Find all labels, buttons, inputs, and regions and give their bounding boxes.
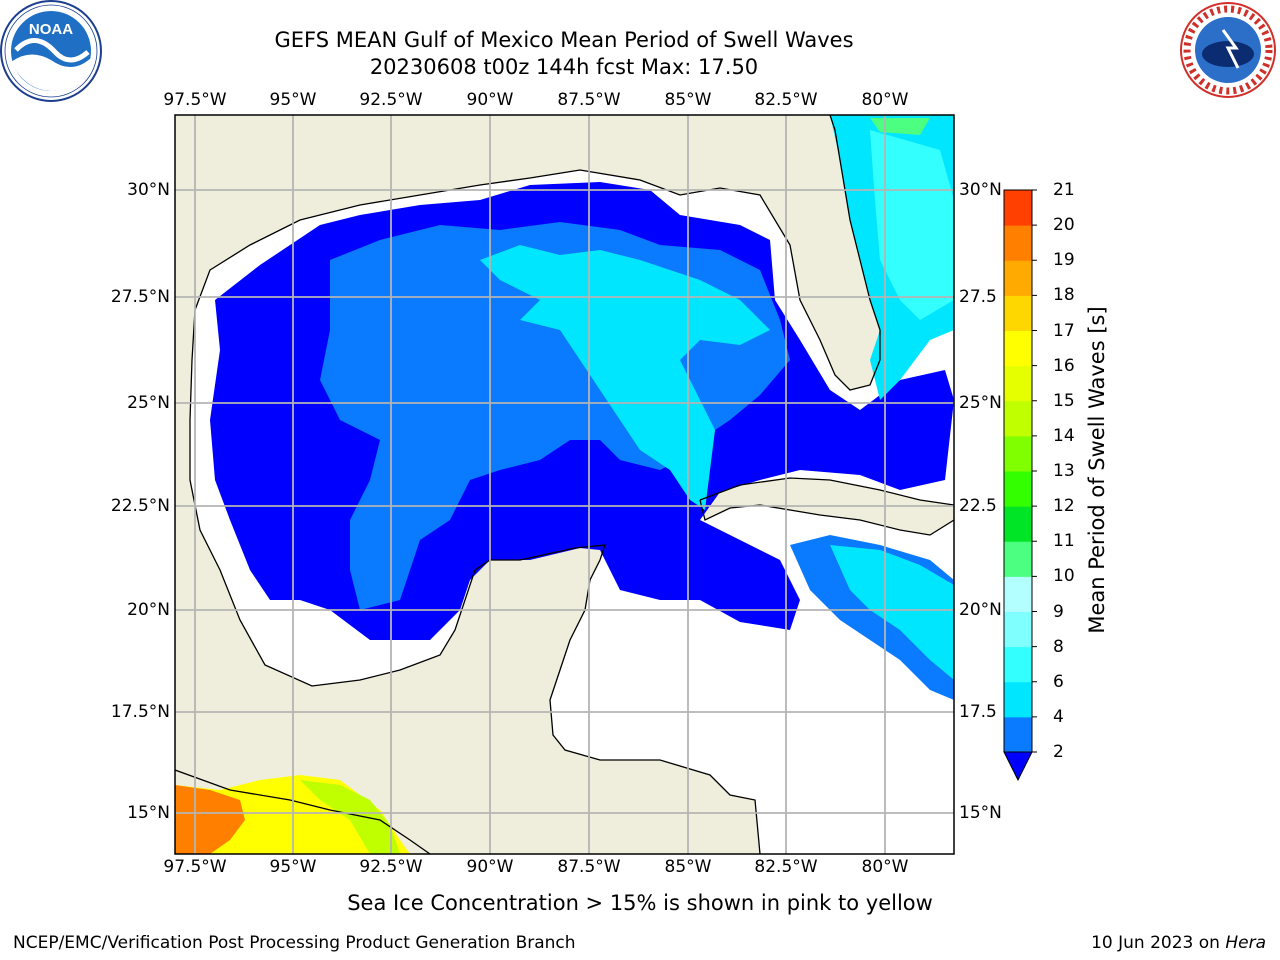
colorbar-segment-16 xyxy=(1004,190,1032,226)
lat-label-right-6: 17.5 xyxy=(959,702,997,722)
coastline-1 xyxy=(189,115,881,854)
colorbar-tick-16: 20 xyxy=(1053,215,1075,236)
colorbar-segment-9 xyxy=(1004,435,1032,472)
lon-label-top-5: 87.5°W xyxy=(557,90,621,110)
lat-label-right-2: 27.5 xyxy=(959,287,997,307)
lon-label-top-3: 92.5°W xyxy=(359,90,423,110)
lon-label-bottom-6: 85°W xyxy=(664,857,712,877)
footer-timestamp: 10 Jun 2023 on Hera xyxy=(1091,933,1266,953)
map-title: GEFS MEAN Gulf of Mexico Mean Period of … xyxy=(274,28,854,52)
map-panel xyxy=(174,114,955,855)
colorbar-tick-9: 13 xyxy=(1053,461,1075,481)
lat-label-right-1: 30°N xyxy=(959,180,1002,200)
lon-label-top-6: 85°W xyxy=(664,90,712,110)
colorbar-label: Mean Period of Swell Waves [s] xyxy=(1085,306,1109,634)
lat-label-right-5: 20°N xyxy=(959,600,1002,620)
lat-label-left-3: 25°N xyxy=(127,393,170,413)
colorbar-segment-13 xyxy=(1004,295,1032,331)
lat-label-left-1: 30°N xyxy=(127,180,170,200)
lon-label-bottom-2: 95°W xyxy=(269,857,317,877)
lon-label-bottom-7: 82.5°W xyxy=(754,857,818,877)
map-frame xyxy=(174,114,955,855)
colorbar-tick-12: 16 xyxy=(1053,355,1075,376)
footer-credit: NCEP/EMC/Verification Post Processing Pr… xyxy=(13,933,576,953)
colorbar-tick-17: 21 xyxy=(1053,180,1075,200)
lat-label-left-2: 27.5°N xyxy=(110,287,170,307)
lon-label-bottom-5: 87.5°W xyxy=(557,857,621,877)
svg-text:NOAA: NOAA xyxy=(29,21,73,38)
colorbar-tick-2: 4 xyxy=(1053,706,1064,727)
colorbar-tick-1: 2 xyxy=(1053,742,1064,762)
pacific-orange-region xyxy=(175,785,245,854)
footer-host: Hera xyxy=(1225,933,1266,953)
lon-label-top-2: 95°W xyxy=(269,90,317,110)
swell-4-6s xyxy=(480,245,770,510)
colorbar-segment-7 xyxy=(1004,506,1032,542)
colorbar-segment-6 xyxy=(1004,541,1032,577)
lon-label-top-7: 82.5°W xyxy=(754,90,818,110)
colorbar-tick-8: 12 xyxy=(1053,496,1075,517)
lon-label-top-8: 80°W xyxy=(861,90,909,110)
colorbar-extend-min xyxy=(1003,751,1033,782)
colorbar-tick-7: 11 xyxy=(1053,531,1075,552)
sea-ice-note: Sea Ice Concentration > 15% is shown in … xyxy=(347,891,933,915)
colorbar-segment-5 xyxy=(1004,576,1032,612)
coastline-3 xyxy=(175,769,431,854)
colorbar-tick-10: 14 xyxy=(1053,425,1075,446)
map-content xyxy=(175,115,954,854)
lon-label-bottom-4: 90°W xyxy=(466,857,514,877)
lat-label-left-4: 22.5°N xyxy=(110,496,170,516)
colorbar-tick-11: 15 xyxy=(1053,390,1075,411)
lat-label-left-7: 15°N xyxy=(127,803,170,823)
colorbar-segment-12 xyxy=(1004,330,1032,367)
colorbar-tick-15: 19 xyxy=(1053,250,1075,271)
colorbar-tick-5: 9 xyxy=(1053,601,1064,622)
coastline-2 xyxy=(699,477,954,536)
colorbar-segment-10 xyxy=(1004,400,1032,437)
atlantic-swell-6-8s xyxy=(870,130,954,320)
colorbar-segment-15 xyxy=(1004,225,1032,261)
lat-label-right-4: 22.5 xyxy=(959,496,997,516)
colorbar-segment-14 xyxy=(1004,260,1032,296)
caribbean-swell-4-6s xyxy=(830,545,954,680)
colorbar-segment-2 xyxy=(1004,681,1032,718)
lon-label-bottom-1: 97.5°W xyxy=(163,857,227,877)
lon-label-bottom-8: 80°W xyxy=(861,857,909,877)
lon-label-bottom-3: 92.5°W xyxy=(359,857,423,877)
lon-label-top-4: 90°W xyxy=(466,90,514,110)
colorbar-tick-13: 17 xyxy=(1053,320,1075,341)
colorbar-tick-3: 6 xyxy=(1053,671,1064,692)
colorbar xyxy=(1003,189,1037,782)
colorbar-segment-11 xyxy=(1004,365,1032,402)
footer-date: 10 Jun 2023 on xyxy=(1091,933,1220,953)
map-subtitle: 20230608 t00z 144h fcst Max: 17.50 xyxy=(369,55,759,79)
lon-label-top-1: 97.5°W xyxy=(163,90,227,110)
lat-label-left-5: 20°N xyxy=(127,600,170,620)
colorbar-segment-1 xyxy=(1004,716,1032,753)
colorbar-tick-6: 10 xyxy=(1053,566,1075,587)
nws-logo xyxy=(1180,2,1276,98)
pacific-green-region xyxy=(300,780,400,854)
lat-label-left-6: 17.5°N xyxy=(110,702,170,722)
noaa-logo: NOAA xyxy=(0,0,102,102)
colorbar-segment-8 xyxy=(1004,471,1032,507)
lat-label-right-7: 15°N xyxy=(959,803,1002,823)
lat-label-right-3: 25°N xyxy=(959,393,1002,413)
colorbar-tick-4: 8 xyxy=(1053,636,1064,657)
colorbar-segment-4 xyxy=(1004,611,1032,648)
colorbar-segment-3 xyxy=(1004,646,1032,683)
colorbar-tick-14: 18 xyxy=(1053,285,1075,306)
